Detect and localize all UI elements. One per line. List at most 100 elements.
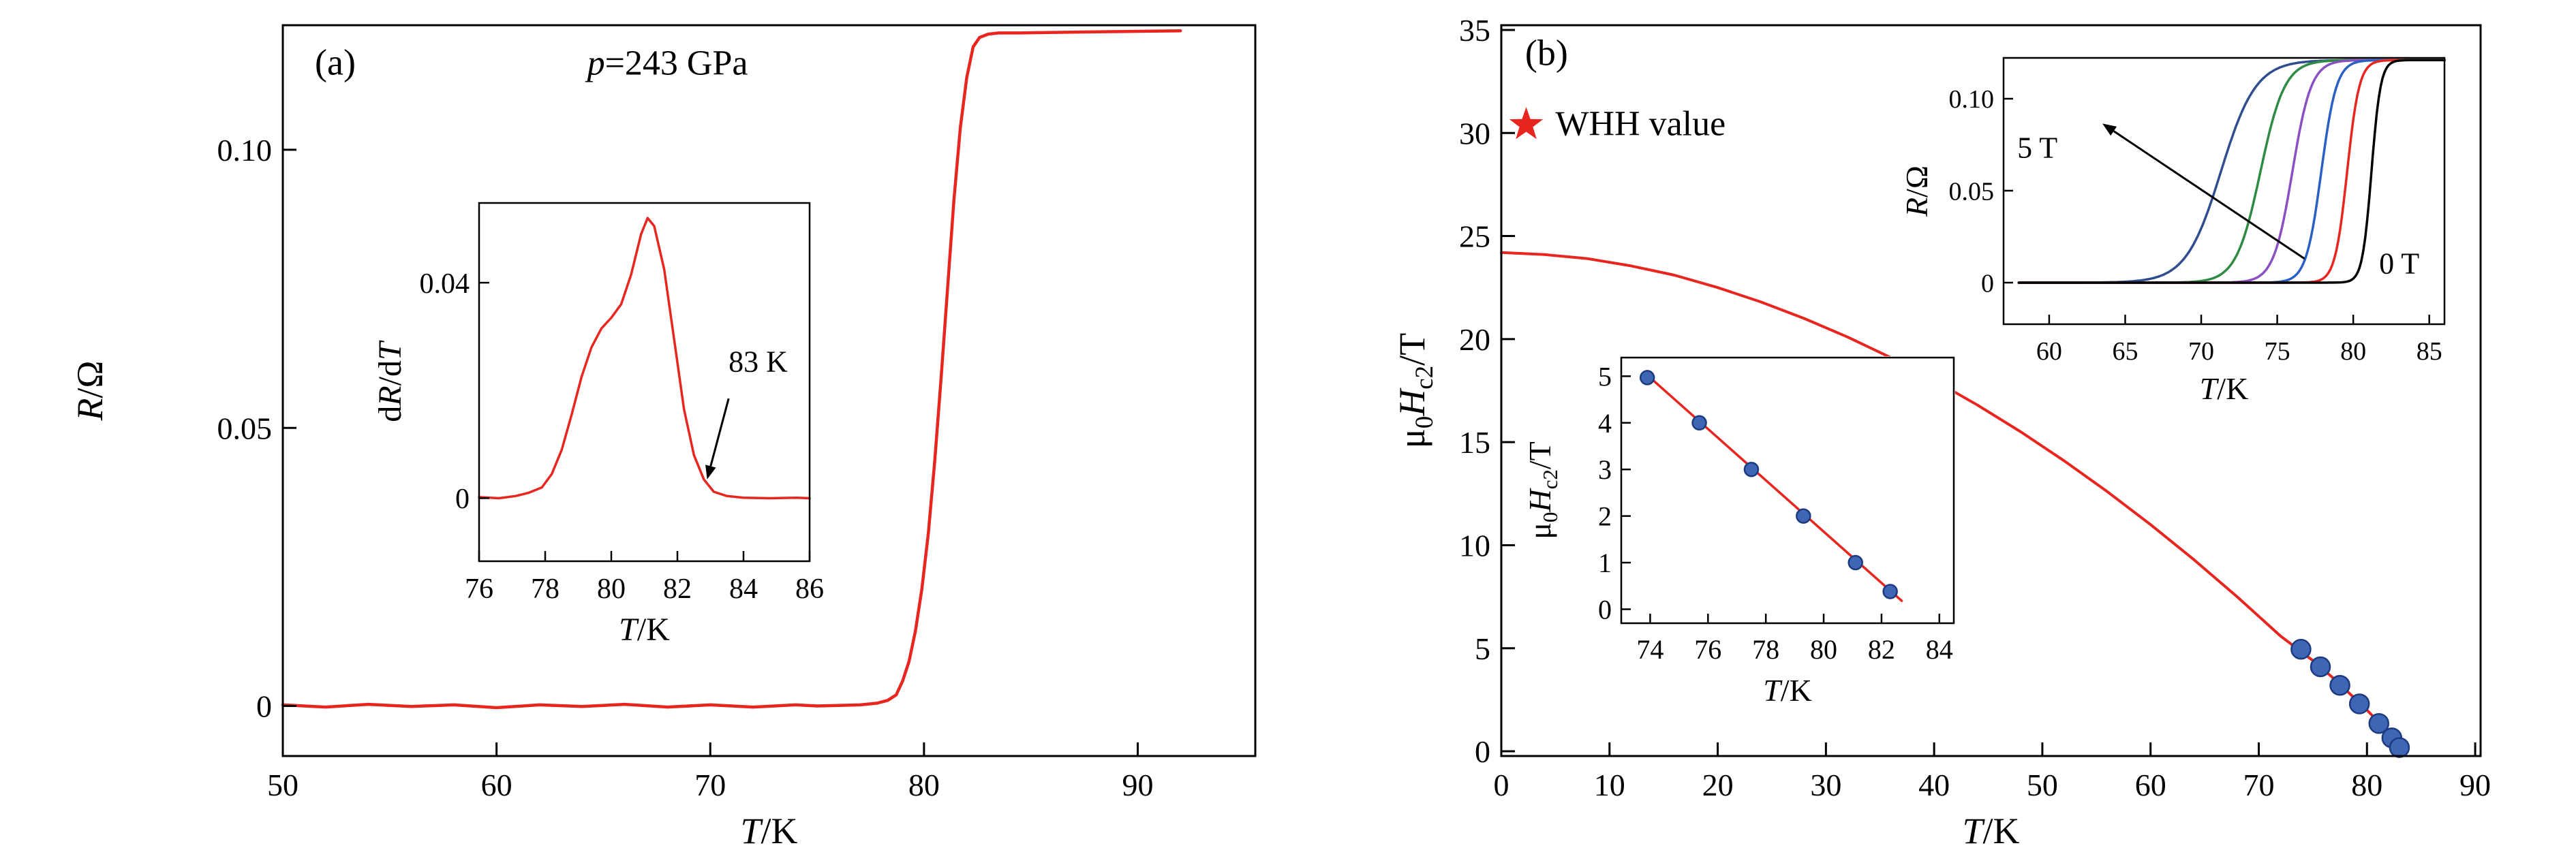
panel-b-inset-hc2-series [1639, 370, 1903, 602]
panel-b-main-series [1500, 251, 2410, 758]
x-tick-label: 80 [597, 573, 626, 605]
axes-frame [1620, 356, 1955, 625]
x-axis-title: T/K [1763, 673, 1812, 708]
x-tick-label: 82 [663, 573, 692, 605]
x-tick-label: 75 [2265, 337, 2290, 366]
text-run: R [70, 398, 110, 422]
text-run: /K [637, 612, 670, 648]
y-axis-title: dR/dT [372, 340, 408, 422]
text-run: (b) [1525, 32, 1568, 73]
y-tick-label: 20 [1459, 322, 1490, 357]
field-direction-arrow-head-icon [2102, 123, 2117, 136]
y-tick-label: 5 [1598, 361, 1612, 392]
text-run: T [619, 612, 639, 648]
x-tick-label: 50 [267, 768, 298, 802]
data-point [1639, 370, 1655, 386]
data-point [1847, 554, 1863, 571]
y-axis-title: μ0Hc2/T [1392, 333, 1439, 448]
x-tick-label: 10 [1594, 768, 1625, 802]
x-tick-label: 90 [1122, 768, 1154, 802]
x-tick-label: 0 [1494, 768, 1509, 802]
x-tick-label: 76 [465, 573, 493, 605]
y-tick-label: 0.04 [420, 268, 470, 300]
text-run: T [740, 811, 763, 851]
data-point [2348, 693, 2370, 714]
x-axis-title: T/K [740, 811, 797, 851]
axes-frame [281, 24, 1257, 757]
text-run: /T [1522, 441, 1557, 469]
text-run: H [1522, 488, 1557, 513]
text-run: 0 [1411, 416, 1439, 429]
text-run: T [1962, 811, 1985, 851]
x-tick-label: 86 [795, 573, 824, 605]
series-derivative-curve [478, 217, 811, 500]
tc-arrow-shaft [709, 398, 730, 467]
x-tick-label: 80 [2351, 768, 2382, 802]
x-tick-label: 90 [2459, 768, 2491, 802]
text-run: /K [1781, 673, 1812, 708]
data-point [2368, 712, 2389, 734]
y-tick-label: 25 [1459, 219, 1490, 254]
data-point [1743, 461, 1760, 477]
panel-b-main: 0 10 20 30 40 50 60 70 80 9005101520253035T/Kμ0Hc… [1392, 13, 2491, 851]
text-run: H [1392, 388, 1432, 417]
x-tick-label: 80 [1810, 634, 1837, 665]
series-transition-0T [2017, 59, 2446, 284]
x-tick-label: 50 [2027, 768, 2058, 802]
x-tick-label: 20 [1702, 768, 1734, 802]
x-tick-label: 65 [2112, 337, 2138, 366]
x-tick-label: 60 [2135, 768, 2166, 802]
x-tick-label: 84 [1926, 634, 1953, 665]
data-point [2389, 737, 2410, 758]
y-tick-label: 15 [1459, 425, 1490, 460]
x-tick-label: 82 [1868, 634, 1895, 665]
text-run: c2 [1538, 469, 1562, 489]
y-axis-title: R/Ω [70, 360, 110, 421]
text-run: 0 [1538, 512, 1562, 523]
text-run: μ [1392, 428, 1432, 448]
whh-star-icon [1509, 107, 1544, 140]
y-tick-label: 2 [1598, 501, 1612, 532]
panel-b-chart: 0 10 20 30 40 50 60 70 80 9005101520253035T/Kμ0Hc… [1392, 13, 2491, 851]
text-run: 0 T [2379, 247, 2419, 280]
panel-a-main: 50 60 70 80 90 0 0.05 0.10 T/K R/Ω (a) p=243 GPa [70, 24, 1257, 851]
data-point [1796, 508, 1811, 524]
y-tick-label: 0 [455, 484, 470, 515]
text-run: /T [1392, 333, 1432, 366]
panel-a-chart: 50 60 70 80 90 0 0.05 0.10 T/K R/Ω (a) p=243 GPa 76 7… [70, 24, 1257, 851]
text-run: 83 K [729, 345, 788, 379]
x-axis-title: T/K [619, 612, 670, 648]
y-tick-label: 4 [1598, 408, 1612, 439]
x-axis-title: T/K [1962, 811, 2019, 851]
text-run: T [372, 340, 408, 360]
text-run: T [1763, 673, 1783, 708]
text-run: T [2200, 371, 2220, 406]
x-tick-label: 70 [694, 768, 726, 802]
panel-a-main-series [281, 29, 1182, 710]
data-point [1882, 584, 1898, 599]
x-tick-label: 80 [2340, 337, 2366, 366]
y-tick-label: 0 [1598, 594, 1612, 625]
text-run: /K [761, 811, 798, 851]
y-tick-label: 0.05 [1949, 177, 1995, 206]
panel-a-inset-series [478, 217, 811, 500]
text-run: /K [2217, 371, 2248, 406]
y-tick-label: 10 [1459, 529, 1490, 563]
y-tick-label: 0.05 [217, 411, 273, 445]
whh-value-label: WHH value [1555, 104, 1726, 143]
text-run: WHH value [1555, 104, 1726, 143]
y-tick-label: 0.10 [217, 133, 273, 168]
text-run: (a) [315, 42, 356, 83]
x-tick-label: 78 [1752, 634, 1779, 665]
data-point [2329, 674, 2350, 696]
tc-annotation: 83 K [729, 345, 788, 379]
field-5t-label: 5 T [2017, 131, 2057, 164]
y-tick-label: 5 [1475, 631, 1490, 666]
field-direction-arrow-shaft [2113, 130, 2305, 260]
text-run: 5 T [2017, 131, 2057, 164]
panel-b-inset-field-series [2017, 59, 2446, 284]
x-tick-label: 70 [2188, 337, 2214, 366]
text-run: d [372, 406, 408, 422]
